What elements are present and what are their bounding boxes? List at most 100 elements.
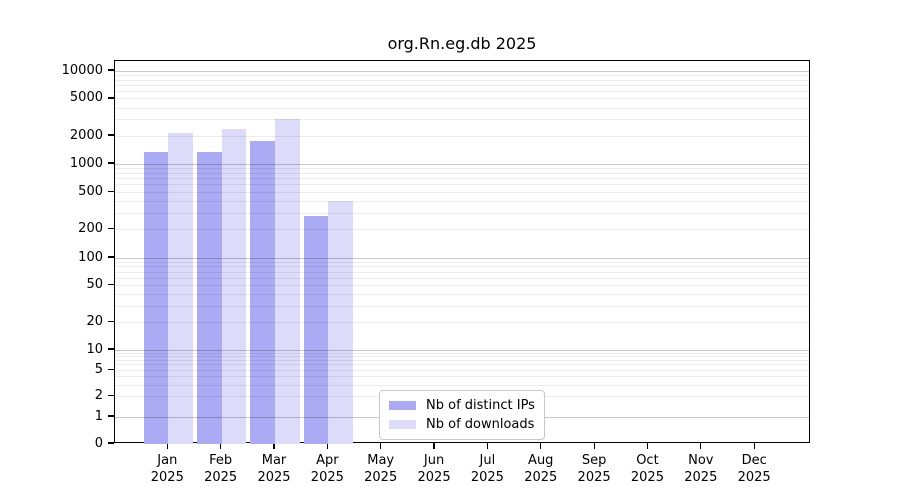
y-tick-mark: [107, 69, 114, 71]
legend-label: Nb of distinct IPs: [426, 398, 535, 413]
gridline-minor: [115, 107, 809, 109]
gridline-minor: [115, 178, 809, 180]
y-tick-label: 1000: [69, 155, 103, 171]
y-tick-mark: [107, 97, 114, 99]
gridline-minor: [115, 261, 809, 263]
gridline-minor: [115, 98, 809, 100]
gridline-minor: [115, 285, 809, 287]
legend-swatch-distinct-ips: [389, 401, 416, 410]
y-tick-label: 50: [86, 277, 103, 293]
gridline-minor: [115, 294, 809, 296]
y-tick-label: 5: [94, 361, 103, 377]
gridlines-layer: [115, 61, 809, 442]
bar-downloads-feb: [221, 129, 247, 444]
x-tick-mark: [593, 443, 595, 449]
x-tick-label-may: May 2025: [364, 453, 398, 485]
y-tick-mark: [107, 348, 114, 350]
x-tick-mark: [273, 443, 275, 449]
gridline-minor: [115, 212, 809, 214]
x-tick-label-apr: Apr 2025: [310, 453, 344, 485]
gridline-minor: [115, 84, 809, 86]
y-tick-label: 0: [94, 435, 103, 451]
y-tick-label: 20: [86, 313, 103, 329]
gridline-minor: [115, 135, 809, 137]
gridline-minor: [115, 266, 809, 268]
y-tick-label: 2000: [69, 127, 103, 143]
x-tick-label-sep: Sep 2025: [577, 453, 611, 485]
gridline-minor: [115, 172, 809, 174]
gridline-minor: [115, 355, 809, 357]
gridline-minor: [115, 321, 809, 323]
gridline-minor: [115, 376, 809, 378]
gridline-major: [115, 70, 809, 72]
y-tick-mark: [107, 162, 114, 164]
y-tick-mark: [107, 190, 114, 192]
y-tick-mark: [107, 395, 114, 397]
y-tick-mark: [107, 442, 114, 444]
x-tick-mark: [753, 443, 755, 449]
gridline-minor: [115, 79, 809, 81]
gridline-minor: [115, 191, 809, 193]
y-tick-label: 100: [78, 249, 103, 265]
x-tick-mark: [433, 443, 435, 449]
gridline-minor: [115, 384, 809, 386]
gridline-minor: [115, 271, 809, 273]
y-tick-mark: [107, 256, 114, 258]
y-tick-mark: [107, 415, 114, 417]
gridline-major: [115, 257, 809, 259]
gridline-minor: [115, 359, 809, 361]
x-tick-mark: [646, 443, 649, 449]
x-tick-label-jan: Jan 2025: [150, 453, 184, 485]
gridline-minor: [115, 277, 809, 279]
legend: Nb of distinct IPs Nb of downloads: [379, 390, 545, 440]
gridline-minor: [115, 229, 809, 231]
legend-item: Nb of downloads: [380, 415, 544, 434]
x-tick-mark: [166, 443, 168, 449]
gridline-minor: [115, 369, 809, 371]
x-tick-label-jun: Jun 2025: [417, 453, 451, 485]
gridline-minor: [115, 352, 809, 354]
gridline-minor: [115, 74, 809, 76]
gridline-minor: [115, 305, 809, 307]
gridline-minor: [115, 91, 809, 93]
y-tick-label: 5000: [69, 90, 103, 106]
y-tick-mark: [107, 228, 114, 230]
chart-title: org.Rn.eg.db 2025: [387, 34, 537, 53]
y-tick-label: 500: [78, 183, 103, 199]
x-tick-mark: [700, 443, 702, 449]
gridline-minor: [115, 119, 809, 121]
plot-area: Nb of distinct IPs Nb of downloads: [114, 60, 810, 444]
y-tick-mark: [107, 134, 114, 136]
x-tick-label-jul: Jul 2025: [470, 453, 504, 485]
x-tick-mark: [220, 443, 222, 449]
gridline-major: [115, 349, 809, 351]
gridline-minor: [115, 167, 809, 169]
x-tick-label-dec: Dec 2025: [737, 453, 771, 485]
legend-label: Nb of downloads: [426, 417, 535, 432]
x-tick-label-aug: Aug 2025: [524, 453, 558, 485]
y-tick-mark: [107, 320, 114, 322]
y-tick-label: 200: [78, 221, 103, 237]
y-tick-label: 10: [86, 341, 103, 357]
x-tick-label-mar: Mar 2025: [257, 453, 291, 485]
x-tick-mark: [380, 443, 382, 449]
gridline-major: [115, 163, 809, 165]
x-tick-mark: [540, 443, 542, 449]
gridline-minor: [115, 200, 809, 202]
bar-distinct-ips-apr: [303, 215, 329, 444]
y-tick-mark: [107, 284, 114, 286]
y-tick-mark: [107, 368, 114, 370]
y-tick-label: 1: [94, 408, 103, 424]
x-tick-label-oct: Oct 2025: [630, 453, 664, 485]
x-tick-label-nov: Nov 2025: [684, 453, 718, 485]
gridline-minor: [115, 184, 809, 186]
y-tick-label: 2: [94, 388, 103, 404]
x-tick-label-feb: Feb 2025: [204, 453, 238, 485]
gridline-minor: [115, 364, 809, 366]
legend-swatch-downloads: [389, 420, 416, 429]
legend-item: Nb of distinct IPs: [380, 396, 544, 415]
y-tick-label: 10000: [61, 62, 103, 78]
x-tick-mark: [486, 443, 488, 449]
x-tick-mark: [326, 443, 328, 449]
